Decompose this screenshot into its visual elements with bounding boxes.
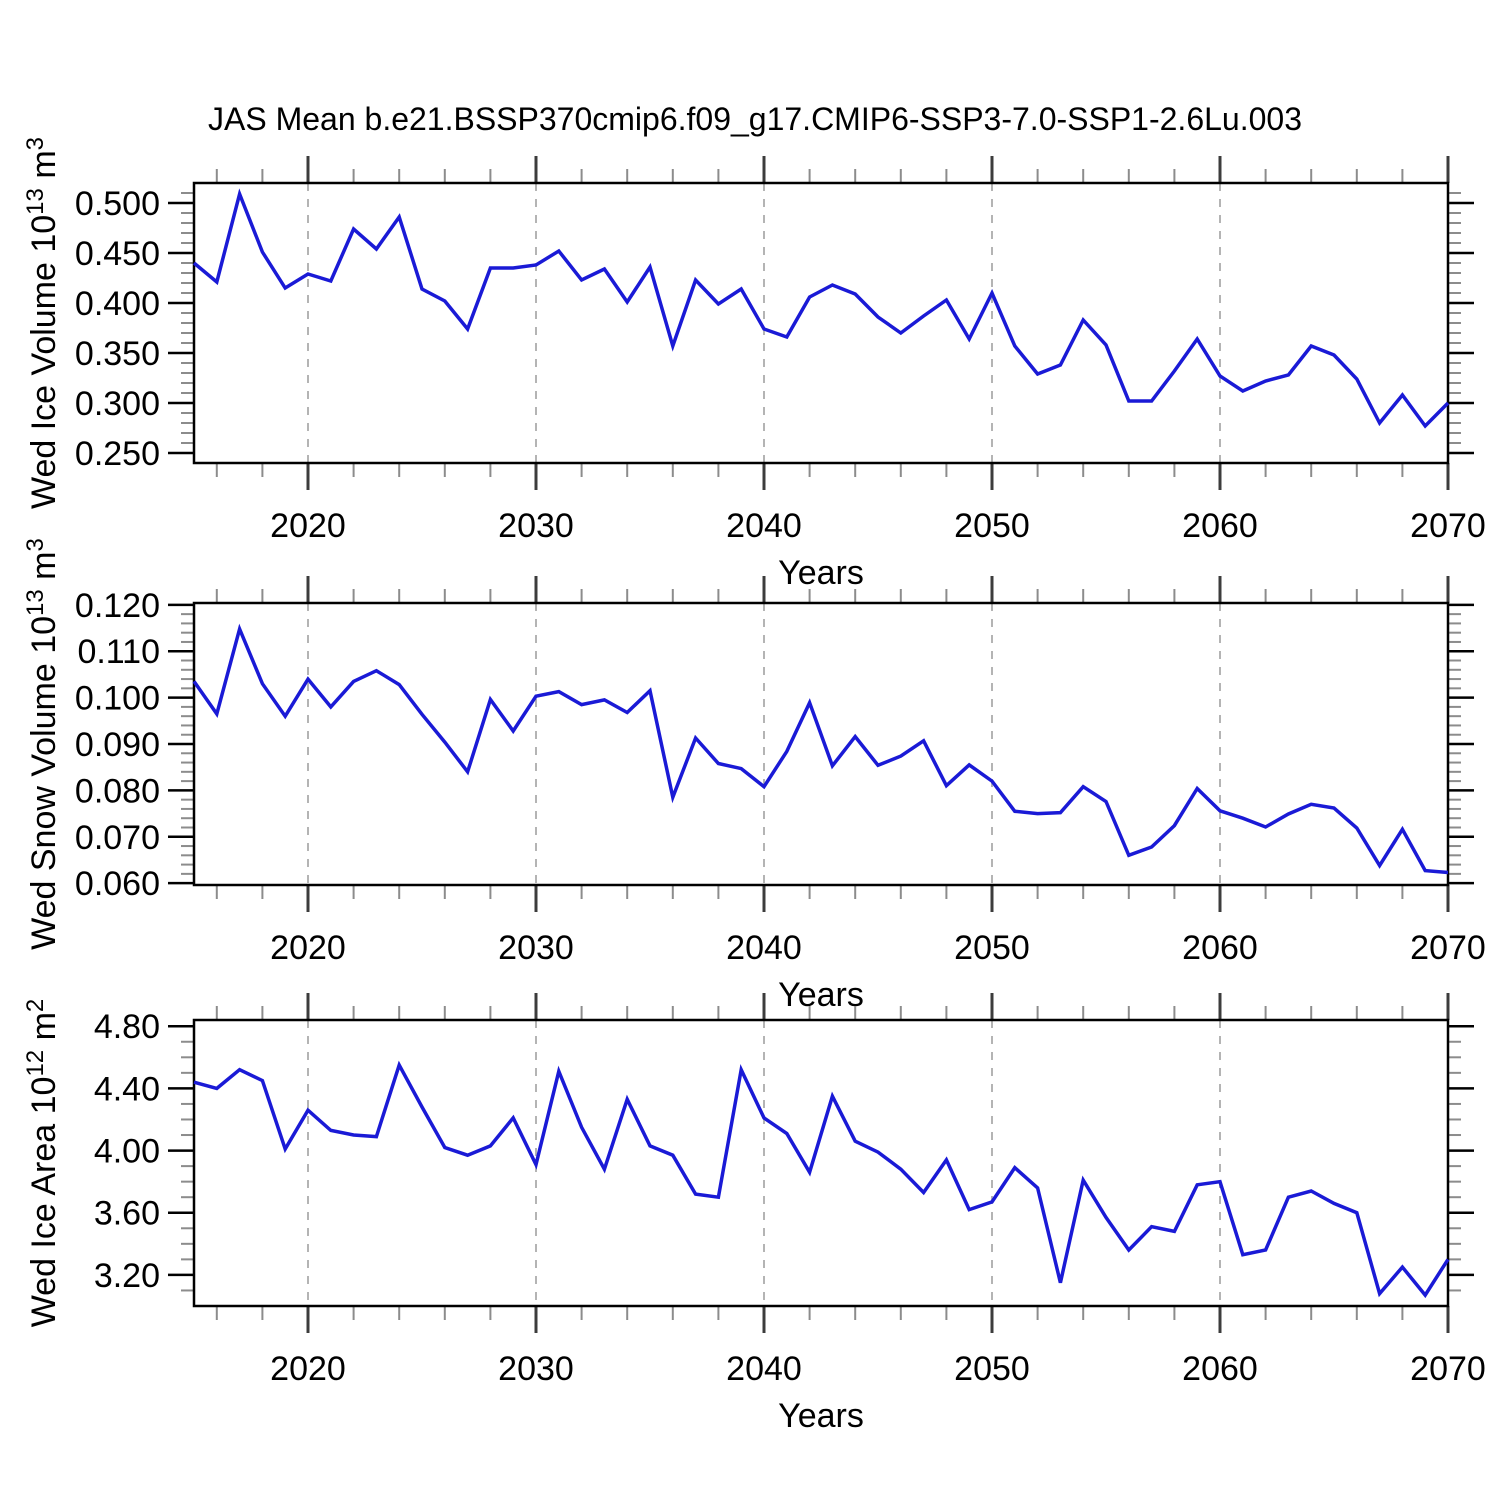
y-tick-label: 0.090 (75, 726, 160, 764)
wed-ice-volume-panel: 2020 2030 2040 2050 2060 2070 0.250 0.300 0.350 0… (22, 137, 1486, 592)
y-tick-label: 4.80 (94, 1008, 160, 1046)
x-tick-label: 2040 (726, 929, 802, 967)
x-tick-label: 2050 (954, 507, 1030, 545)
plot-frame (192, 181, 1450, 465)
y-tick-label: 0.350 (75, 335, 160, 373)
y-tick-label: 4.00 (94, 1133, 160, 1171)
wed-ice-area-y-axis-label: Wed Ice Area 1012 m2 (22, 999, 63, 1328)
wed-ice-area-panel: 2020 2030 2040 2050 2060 2070 3.20 3.60 4.00 4.40… (22, 993, 1486, 1435)
figure-title: JAS Mean b.e21.BSSP370cmip6.f09_g17.CMIP… (208, 101, 1302, 137)
wed-ice-volume-series-line (192, 188, 1450, 429)
x-tick-label: 2030 (498, 507, 574, 545)
y-tick-label: 4.40 (94, 1070, 160, 1108)
x-axis-label: Years (778, 554, 864, 592)
x-tick-label: 2060 (1182, 929, 1258, 967)
x-tick-label: 2020 (270, 507, 346, 545)
x-tick-label: 2040 (726, 1350, 802, 1388)
x-tick-label: 2070 (1410, 507, 1486, 545)
x-tick-label: 2050 (954, 929, 1030, 967)
x-tick-label: 2040 (726, 507, 802, 545)
x-tick-label: 2070 (1410, 1350, 1486, 1388)
y-tick-label: 0.250 (75, 435, 160, 473)
y-tick-label: 0.500 (75, 185, 160, 223)
x-tick-label: 2030 (498, 929, 574, 967)
y-tick-label: 0.120 (75, 587, 160, 625)
wed-snow-volume-y-axis-label: Wed Snow Volume 1013 m3 (22, 538, 63, 950)
wed-ice-volume-y-axis-label: Wed Ice Volume 1013 m3 (22, 137, 63, 509)
panels-root: 2020 2030 2040 2050 2060 2070 0.250 0.300 0.350 0… (22, 137, 1486, 1435)
x-axis-label: Years (778, 1397, 864, 1435)
y-tick-label: 0.300 (75, 385, 160, 423)
x-tick-label: 2070 (1410, 929, 1486, 967)
y-tick-label: 3.20 (94, 1257, 160, 1295)
y-tick-label: 0.100 (75, 680, 160, 718)
x-tick-label: 2030 (498, 1350, 574, 1388)
x-tick-label: 2020 (270, 929, 346, 967)
wed-ice-area-series-line (193, 1060, 1450, 1299)
plot-frame (192, 601, 1450, 887)
x-tick-label: 2020 (270, 1350, 346, 1388)
y-tick-label: 0.060 (75, 865, 160, 903)
y-tick-label: 0.450 (75, 235, 160, 273)
y-tick-label: 3.60 (94, 1195, 160, 1233)
y-tick-label: 0.110 (77, 633, 160, 671)
x-tick-label: 2060 (1182, 1350, 1258, 1388)
wed-snow-volume-series-line (192, 623, 1449, 875)
plot-frame (192, 1018, 1450, 1308)
y-tick-label: 0.070 (75, 819, 160, 857)
y-tick-label: 0.080 (75, 772, 160, 810)
x-tick-label: 2060 (1182, 507, 1258, 545)
y-tick-label: 0.400 (75, 285, 160, 323)
x-axis-label: Years (778, 976, 864, 1014)
x-tick-label: 2050 (954, 1350, 1030, 1388)
wed-snow-volume-panel: 2020 2030 2040 2050 2060 2070 0.060 0.070 0.080 0… (22, 538, 1486, 1014)
